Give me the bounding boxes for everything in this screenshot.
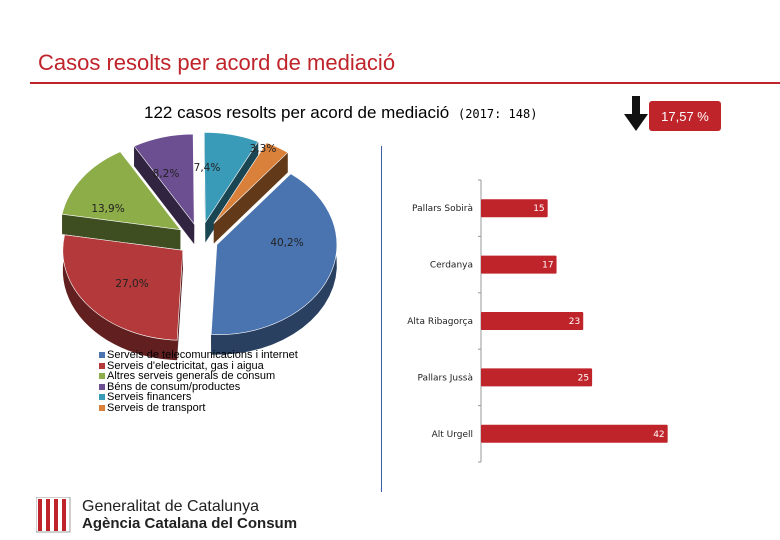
bar-category-label: Alt Urgell — [432, 430, 473, 440]
subtitle-main: 122 casos resolts per acord de mediació — [144, 103, 450, 122]
pie-label-3: 8,2% — [153, 168, 180, 180]
legend-swatch — [99, 373, 105, 380]
chart-divider-line — [381, 146, 382, 492]
pie-label-0: 40,2% — [270, 237, 303, 249]
subtitle-previous-year: (2017: 148) — [457, 107, 538, 121]
legend-item: Serveis de telecomunicacions i internet — [99, 350, 298, 361]
pie-label-2: 13,9% — [91, 203, 124, 215]
legend-swatch — [99, 383, 105, 390]
legend-label: Altres serveis generals de consum — [107, 370, 276, 382]
legend-swatch — [99, 362, 105, 369]
legend-label: Serveis d'electricitat, gas i aigua — [107, 359, 264, 372]
legend-item: Serveis de transport — [99, 401, 298, 414]
bar-value-label: 17 — [542, 261, 553, 271]
legend-swatch — [99, 394, 105, 401]
logo-text: Generalitat de Catalunya Agència Catalan… — [82, 498, 297, 532]
down-arrow-icon — [624, 96, 648, 131]
legend-swatch — [99, 404, 105, 411]
bar-1 — [481, 255, 557, 274]
bar-0 — [481, 199, 548, 218]
bar-2 — [481, 312, 584, 330]
bar-value-label: 23 — [569, 317, 580, 327]
legend-label: Serveis de telecomunicacions i internet — [107, 349, 298, 361]
legend-label: Serveis de transport — [107, 401, 206, 414]
pie-label-5: 3,3% — [250, 143, 277, 155]
bar-category-label: Cerdanya — [430, 261, 473, 271]
bar-category-label: Pallars Jussà — [417, 373, 473, 383]
pie-label-1: 27,0% — [115, 278, 148, 290]
slide-title: Casos resolts per acord de mediació — [38, 50, 396, 75]
bar-chart: Pallars Sobirà 15 Cerdanya 17 Alta Ribagorça… — [407, 179, 668, 463]
bar-category-label: Alta Ribagorça — [407, 317, 473, 327]
generalitat-logo-icon — [36, 497, 71, 533]
chart-subtitle: 122 casos resolts per acord de mediació … — [144, 103, 537, 123]
legend-label: Béns de consum/productes — [107, 380, 241, 393]
legend-item: Altres serveis generals de consum — [99, 371, 298, 382]
logo-line-generalitat: Generalitat de Catalunya — [82, 498, 259, 515]
pie-slice-5 — [213, 142, 289, 224]
bar-value-label: 25 — [578, 373, 589, 383]
bar-3 — [481, 368, 593, 387]
pie-label-4: 7,4% — [194, 162, 221, 174]
pie-slice-3 — [133, 133, 195, 225]
pie-slice-2 — [61, 151, 182, 231]
pie-chart: 40,2% 27,0% 13,9% 8,2% 7,4% 3,3% — [61, 132, 338, 361]
legend-label: Serveis financers — [107, 391, 192, 403]
pie-slice-4 — [203, 132, 259, 224]
pie-slice-1 — [62, 234, 184, 341]
bar-4 — [481, 424, 668, 443]
pie-legend: Serveis de telecomunicacions i internet S… — [99, 350, 298, 413]
pie-slice-0 — [210, 173, 338, 335]
bar-category-label: Pallars Sobirà — [412, 204, 473, 214]
bar-value-label: 15 — [533, 204, 544, 214]
legend-item: Béns de consum/productes — [99, 380, 298, 393]
legend-item: Serveis d'electricitat, gas i aigua — [99, 359, 298, 372]
kpi-badge: 17,57 % — [649, 101, 721, 131]
title-divider — [30, 82, 780, 84]
legend-item: Serveis financers — [99, 392, 298, 403]
legend-swatch — [99, 352, 105, 359]
logo-line-agencia: Agència Catalana del Consum — [82, 515, 298, 532]
bar-value-label: 42 — [653, 430, 664, 440]
